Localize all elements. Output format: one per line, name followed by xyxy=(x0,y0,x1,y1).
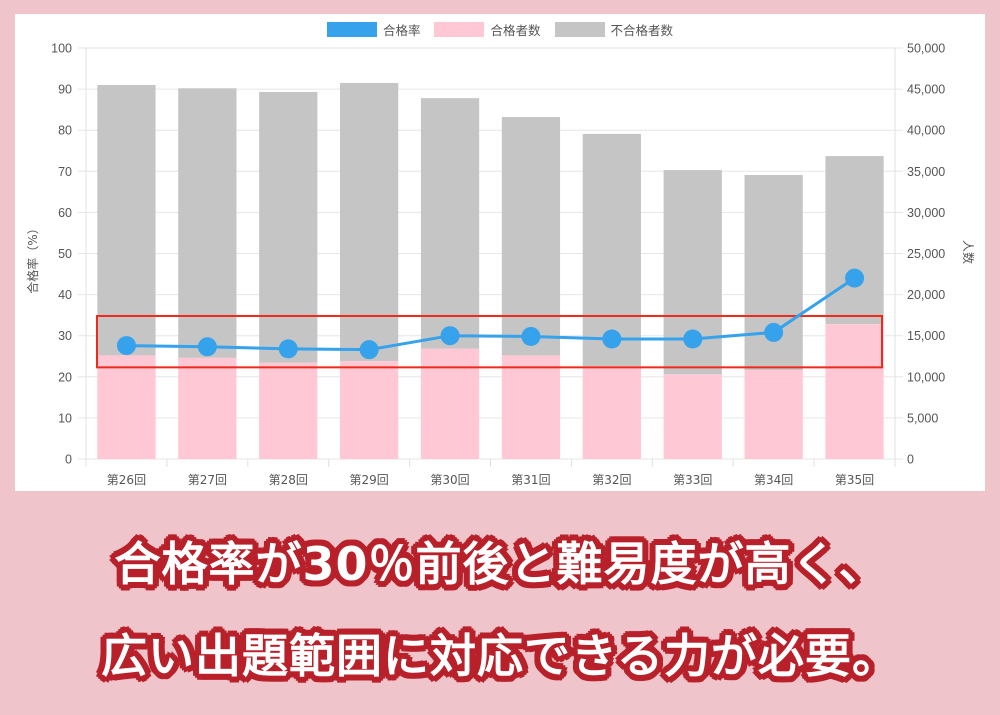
legend-swatch-pass-rate xyxy=(326,22,377,37)
legend-item-passers[interactable]: 合格者数 xyxy=(434,20,541,39)
combo-chart: 0 0 10 5,000 20 10,000 30 15,000 40 20,000 50 25,00… xyxy=(25,42,976,488)
left-tick-label: 60 xyxy=(58,206,72,220)
right-tick-label: 10,000 xyxy=(907,370,945,384)
bar-passers xyxy=(744,370,803,459)
pass-rate-point xyxy=(278,339,298,359)
right-tick-label: 25,000 xyxy=(907,247,945,261)
left-tick-label: 70 xyxy=(58,165,72,179)
category-label: 第32回 xyxy=(592,473,631,487)
bar-passers xyxy=(178,357,237,459)
bar-failers xyxy=(582,133,641,367)
pass-rate-polyline xyxy=(126,276,856,352)
pass-rate-point xyxy=(764,322,784,342)
left-tick-label: 30 xyxy=(58,329,72,343)
chart-panel xyxy=(15,14,985,491)
axis-ticks: 0 0 10 5,000 20 10,000 30 15,000 40 20,000 50 25,00… xyxy=(51,42,945,488)
legend-label: 不合格者数 xyxy=(610,23,674,38)
right-tick-label: 45,000 xyxy=(907,83,945,97)
category-label: 第33回 xyxy=(673,473,712,487)
right-tick-label: 20,000 xyxy=(907,288,945,302)
caption-line-1: 合格率が30％前後と難易度が高く、 xyxy=(114,537,886,591)
left-tick-label: 20 xyxy=(58,370,72,384)
left-tick-label: 100 xyxy=(51,42,72,56)
pass-rate-point xyxy=(683,329,703,349)
legend-label: 合格率 xyxy=(382,23,421,38)
right-tick-label: 30,000 xyxy=(907,206,945,220)
chart-legend: 合格率 合格者数 不合格者数 xyxy=(0,20,1000,39)
bar-passers xyxy=(97,355,156,459)
bar-passers xyxy=(582,366,641,459)
highlight-rectangle xyxy=(96,314,883,369)
left-tick-label: 0 xyxy=(65,453,72,467)
left-axis-title: 合格率（%） xyxy=(25,222,40,293)
bar-failers xyxy=(259,91,318,363)
bar-passers xyxy=(340,361,399,459)
right-axis-title: 人数 xyxy=(961,240,976,264)
category-label: 第31回 xyxy=(511,473,550,487)
bar-failers xyxy=(825,156,884,325)
category-label: 第30回 xyxy=(430,473,469,487)
right-tick-label: 5,000 xyxy=(907,411,938,425)
right-tick-label: 15,000 xyxy=(907,329,945,343)
bar-failers xyxy=(340,82,399,362)
category-label: 第26回 xyxy=(107,473,146,487)
pass-rate-point xyxy=(197,337,217,357)
left-tick-label: 50 xyxy=(58,247,72,261)
left-tick-label: 80 xyxy=(58,124,72,138)
bar-passers xyxy=(825,324,884,459)
caption-line-2: 広い出題範囲に対応できる力が必要。 xyxy=(100,629,900,683)
bar-failers xyxy=(97,84,156,356)
pass-rate-line xyxy=(116,268,865,360)
category-label: 第29回 xyxy=(350,473,389,487)
pass-rate-point xyxy=(359,340,379,360)
bar-passers xyxy=(420,348,480,459)
highlight-box xyxy=(96,314,883,369)
legend-swatch-passers xyxy=(434,22,485,37)
left-tick-label: 40 xyxy=(58,288,72,302)
pass-rate-point xyxy=(521,327,541,347)
pass-rate-point xyxy=(116,336,136,356)
bar-passers xyxy=(663,374,722,459)
right-tick-label: 50,000 xyxy=(907,42,945,56)
legend-item-pass-rate[interactable]: 合格率 xyxy=(326,20,421,39)
pass-rate-point xyxy=(440,326,460,346)
category-label: 第28回 xyxy=(269,473,308,487)
bar-failers xyxy=(178,88,237,358)
pass-rate-point xyxy=(602,329,622,349)
bar-passers xyxy=(501,355,561,459)
stacked-bars xyxy=(97,82,884,459)
legend-swatch-failers xyxy=(554,22,605,37)
bar-passers xyxy=(259,362,318,459)
bar-failers xyxy=(501,117,561,356)
right-tick-label: 40,000 xyxy=(907,124,945,138)
pass-rate-point xyxy=(845,268,865,288)
left-tick-label: 10 xyxy=(58,411,72,425)
left-tick-label: 90 xyxy=(58,83,72,97)
bar-failers xyxy=(420,98,480,349)
right-tick-label: 0 xyxy=(907,453,914,467)
category-label: 第34回 xyxy=(754,473,793,487)
category-label: 第35回 xyxy=(835,473,874,487)
legend-label: 合格者数 xyxy=(490,23,541,38)
right-tick-label: 35,000 xyxy=(907,165,945,179)
legend-item-failers[interactable]: 不合格者数 xyxy=(554,20,674,39)
category-label: 第27回 xyxy=(188,473,227,487)
